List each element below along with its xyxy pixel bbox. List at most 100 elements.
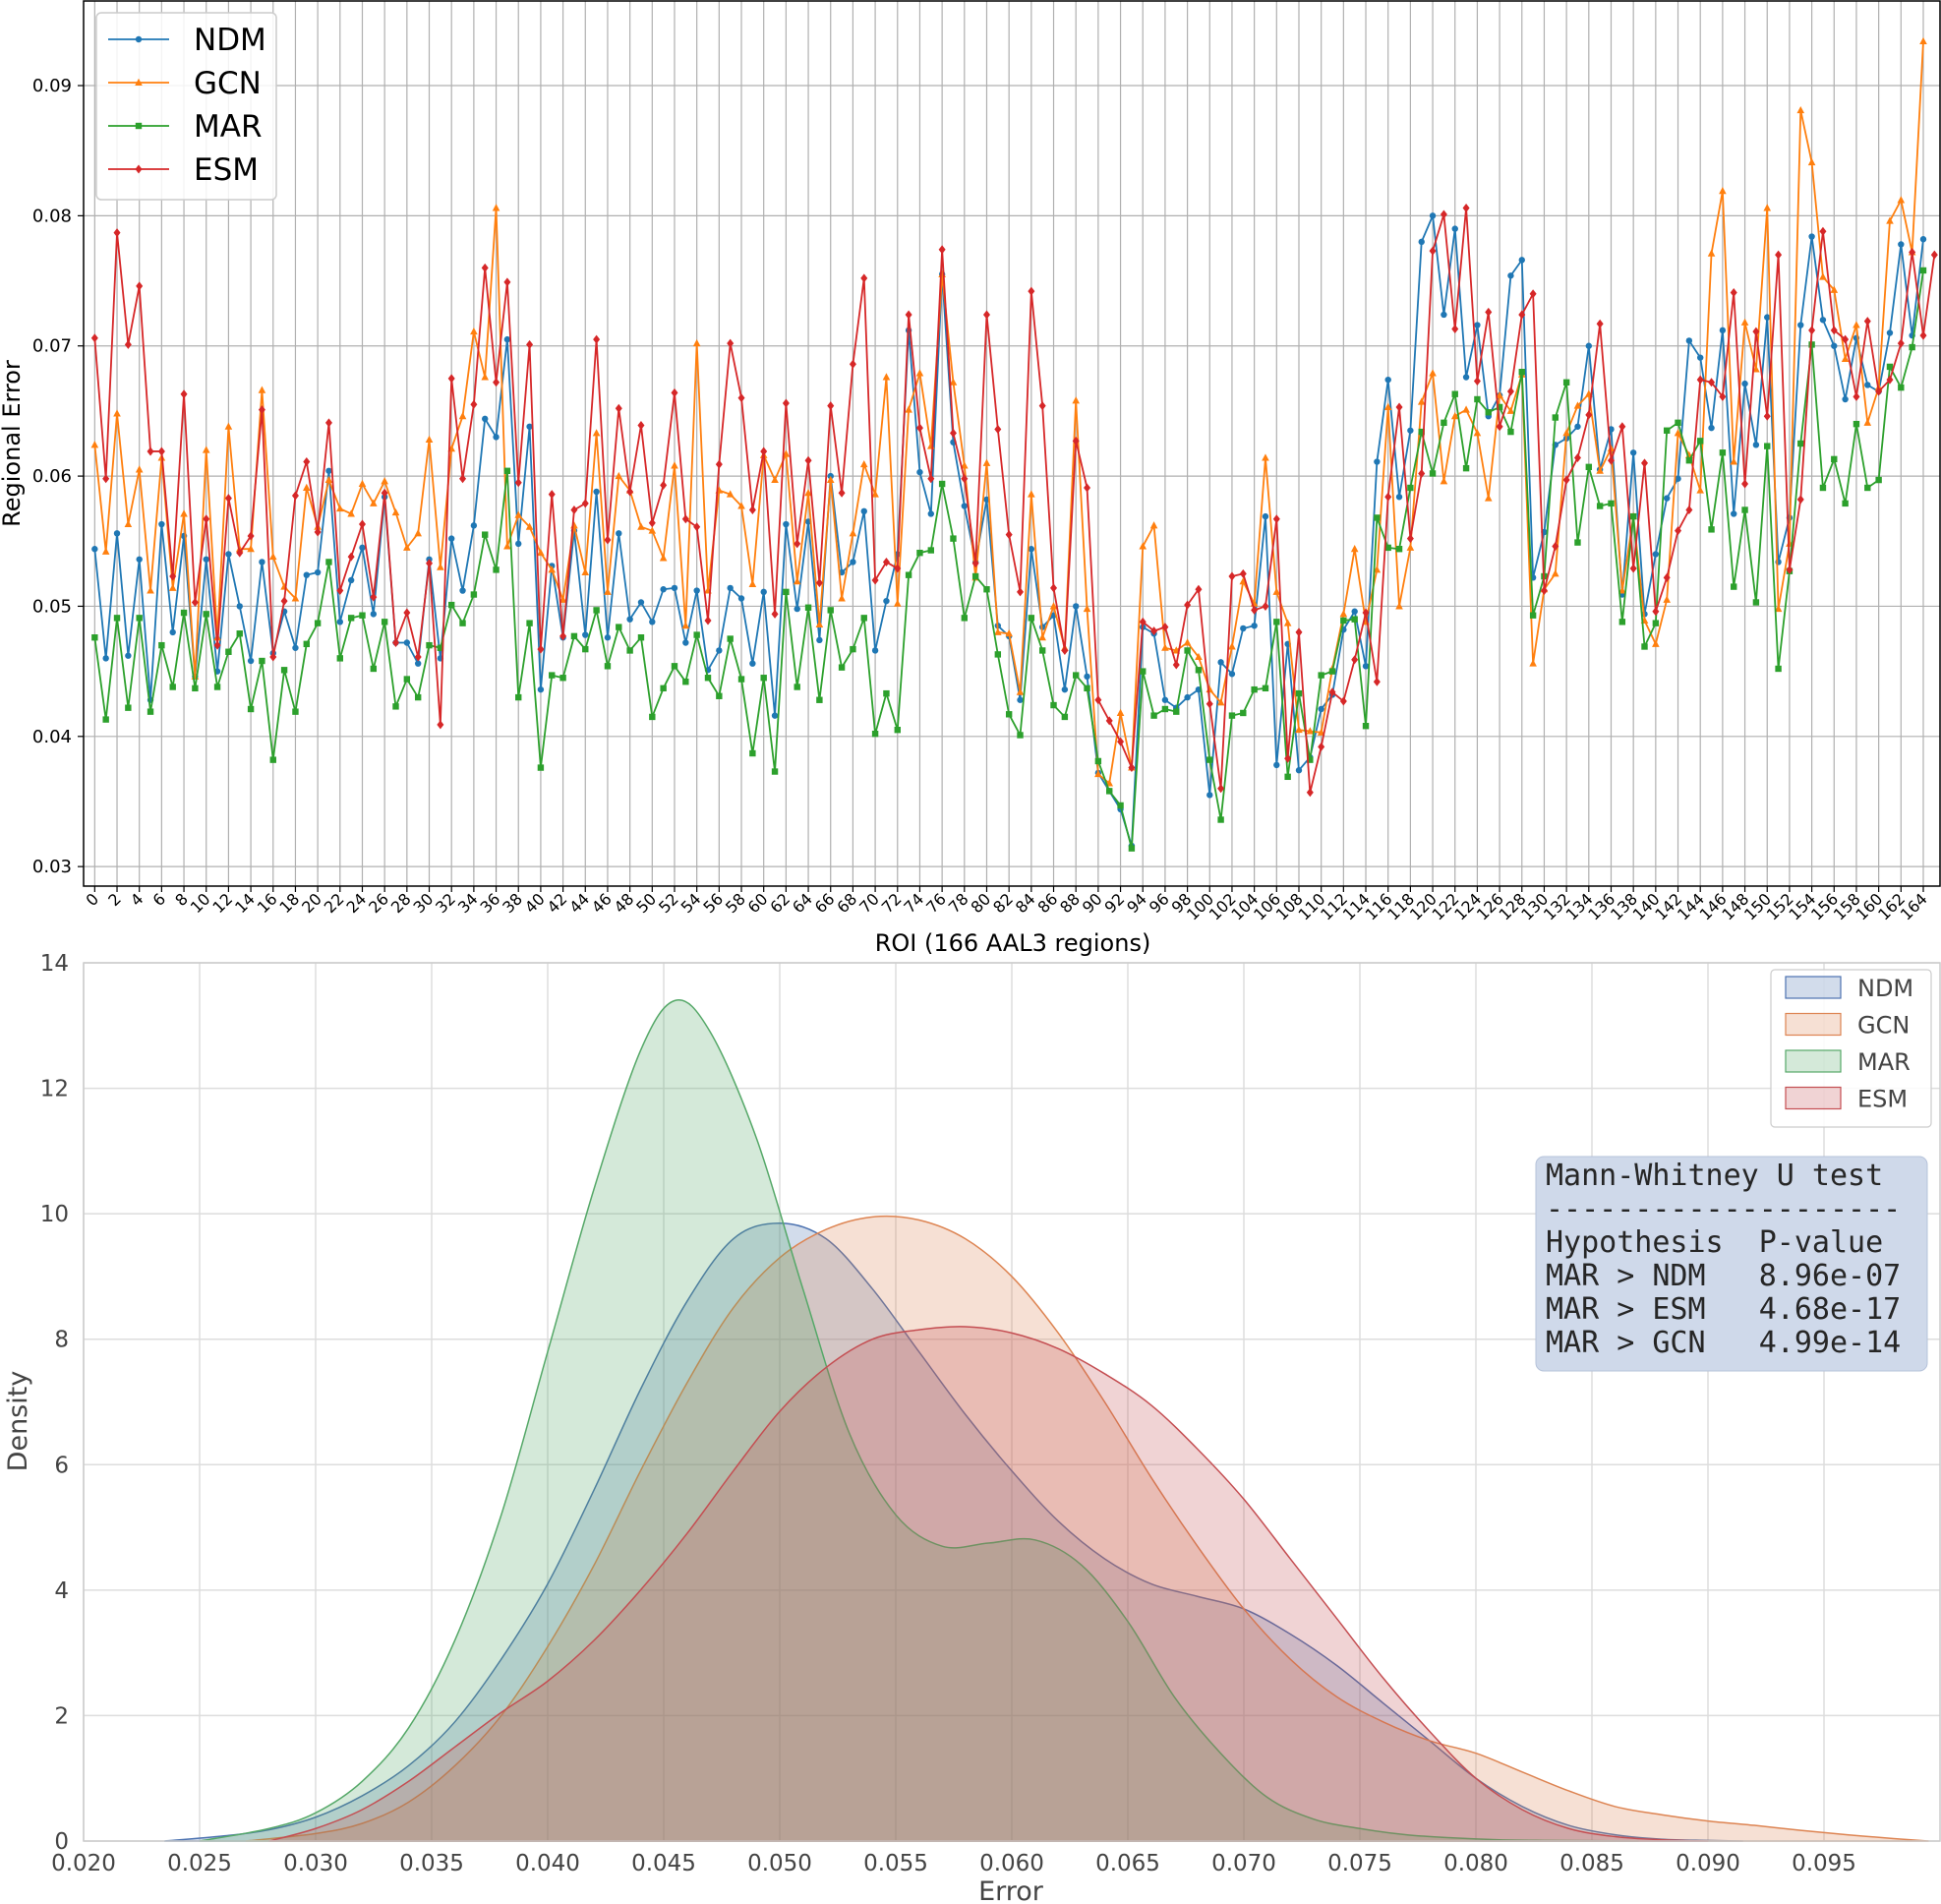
data-point-gcn [1796,105,1805,114]
top-y-tick-label: 0.05 [32,596,72,617]
data-point-esm [1796,495,1804,505]
top-y-tick-label: 0.06 [32,466,72,487]
data-point-ndm [91,546,98,553]
data-point-esm [626,487,634,497]
data-point-esm [849,359,856,369]
data-point-esm [1763,411,1771,421]
data-point-esm [324,418,332,428]
data-point-esm [381,488,388,498]
data-point-esm [1596,319,1604,328]
data-point-mar [549,672,556,679]
data-point-gcn [1028,490,1035,498]
data-point-ndm [1084,673,1090,681]
series-line-esm [93,207,1936,794]
data-point-esm [1663,572,1671,582]
data-point-esm [737,393,745,403]
stats-row: MAR > ESM 4.68e-17 [1546,1292,1901,1327]
bottom-y-tick-label: 4 [54,1578,69,1604]
data-point-ndm [1797,322,1804,328]
data-point-ndm [347,576,355,584]
data-point-mar [292,708,299,715]
data-point-ndm [1663,495,1671,502]
data-point-ndm [1708,424,1715,432]
legend-swatch-esm [1785,1086,1842,1110]
data-point-mar [225,648,232,655]
data-point-esm [437,720,444,730]
data-point-gcn [1440,477,1448,485]
stats-row: MAR > GCN 4.99e-14 [1546,1326,1901,1360]
bottom-x-tick-label: 0.070 [1211,1851,1276,1876]
data-point-gcn [481,373,490,381]
regional-error-line-chart: 0.030.040.050.060.070.080.09 0 2 4 6 8101214… [0,0,1941,957]
data-point-gcn [905,405,912,413]
data-point-mar [459,620,466,626]
data-point-ndm [871,647,879,654]
data-point-ndm [1061,685,1069,693]
data-point-ndm [961,503,969,509]
data-point-mar [938,480,946,488]
data-point-esm [1863,317,1871,327]
data-point-mar [582,645,589,653]
data-point-mar [1485,409,1492,416]
data-point-mar [347,615,355,622]
data-point-mar [470,591,478,598]
bottom-plot-spines [83,962,1941,1842]
data-point-mar [1842,500,1849,507]
data-point-mar [1384,544,1391,552]
data-point-esm [236,548,244,558]
data-point-esm [1005,530,1013,540]
density-area-esm [268,1326,1709,1842]
data-point-mar [1697,438,1704,445]
data-point-esm [470,399,478,409]
data-point-ndm [1819,317,1827,324]
data-point-esm [1128,763,1136,773]
data-point-mar [771,768,779,775]
data-point-ndm [1429,212,1437,219]
data-point-gcn [1350,545,1359,553]
data-point-mar [1629,512,1637,520]
data-point-gcn [1863,418,1872,426]
legend-label-esm: ESM [1857,1086,1908,1113]
data-point-gcn [1049,602,1058,610]
top-y-tick-label: 0.04 [32,727,72,747]
data-point-mar [370,665,378,673]
data-point-mar [716,692,723,699]
data-point-ndm [526,423,533,430]
data-point-ndm [1886,329,1894,336]
bottom-x-tick-label: 0.025 [167,1851,232,1876]
data-point-esm [481,263,489,272]
data-point-esm [1930,250,1938,260]
data-point-gcn [1730,457,1738,465]
data-point-esm [660,480,668,490]
data-point-gcn [347,509,355,517]
data-point-esm [347,552,355,562]
data-point-esm [971,559,979,568]
data-point-gcn [1149,521,1158,529]
data-point-mar [604,663,612,670]
data-point-esm [581,499,589,508]
top-plot-frame [83,0,1941,887]
data-point-esm [938,245,946,255]
data-point-ndm [660,586,667,593]
legend-marker-mar [135,122,143,130]
data-point-esm [537,644,545,654]
data-point-gcn [1161,643,1169,651]
data-point-esm [681,514,689,524]
data-point-esm [213,640,221,650]
data-point-esm [1518,310,1526,320]
data-point-esm [1540,586,1548,596]
data-point-mar [1374,514,1381,521]
data-point-esm [615,403,622,413]
data-point-mar [1251,685,1258,693]
data-point-mar [1206,756,1213,763]
data-point-mar [1875,476,1882,484]
legend-label-mar: MAR [194,109,263,145]
data-point-ndm [693,587,700,594]
top-y-tick-label: 0.08 [32,206,72,226]
data-point-esm [1117,737,1125,746]
data-point-gcn [113,409,121,417]
data-point-esm [1675,526,1682,536]
data-point-esm [303,457,311,467]
data-point-esm [336,586,344,596]
data-point-gcn [291,594,300,602]
